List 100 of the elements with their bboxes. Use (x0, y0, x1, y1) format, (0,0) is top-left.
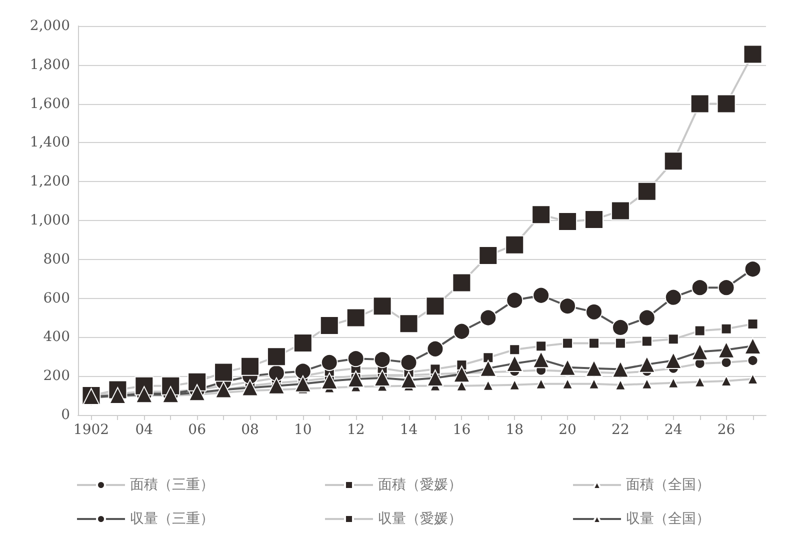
point (372, 296, 392, 316)
point (400, 354, 418, 371)
point (637, 182, 656, 201)
point (240, 356, 260, 376)
point (747, 355, 758, 366)
point (668, 334, 679, 345)
point (478, 246, 498, 266)
y-tick-label: 1,800 (30, 56, 70, 73)
point (614, 338, 626, 349)
legend-label: 面積（三重） (130, 477, 214, 493)
point (718, 279, 735, 296)
y-tick-label: 400 (43, 329, 70, 346)
point (638, 309, 656, 326)
y-tick-label: 1,000 (30, 212, 70, 228)
point (399, 314, 418, 334)
point (162, 386, 180, 404)
x-tick-label: 22 (612, 422, 630, 438)
point (374, 351, 391, 368)
point (716, 94, 736, 114)
point (242, 379, 258, 396)
point (720, 323, 732, 334)
point (452, 273, 472, 292)
x-tick-label: 16 (452, 422, 471, 438)
point (747, 318, 758, 330)
point (638, 356, 656, 373)
point (691, 279, 708, 296)
point (641, 336, 652, 347)
x-tick-label: 04 (135, 422, 154, 438)
y-tick-label: 200 (43, 368, 70, 384)
legend-label: 収量（愛媛） (378, 511, 462, 527)
point (506, 292, 524, 309)
point (426, 370, 444, 387)
legend-label: 面積（愛媛） (378, 477, 462, 493)
x-tick-label: 24 (664, 422, 682, 438)
point (293, 334, 312, 353)
x-tick-label: 26 (717, 422, 736, 438)
point (320, 372, 338, 390)
point (214, 362, 234, 382)
point (532, 286, 550, 304)
point (586, 303, 602, 320)
legend-label: 面積（全国） (626, 477, 710, 493)
point (691, 343, 708, 360)
y-tick-label: 1,200 (30, 174, 70, 190)
y-tick-label: 800 (43, 251, 70, 268)
point (747, 374, 758, 385)
point (744, 260, 762, 278)
x-tick-label: 06 (188, 422, 206, 438)
legend-label: 収量（三重） (130, 511, 214, 527)
point (320, 354, 338, 371)
point (426, 340, 444, 358)
y-tick-label: 1,600 (30, 96, 70, 112)
point (506, 354, 524, 372)
x-tick-label: 18 (506, 422, 524, 438)
x-tick-label: 20 (558, 422, 576, 438)
point (720, 375, 732, 386)
point (536, 340, 547, 352)
point (505, 235, 524, 254)
point (664, 288, 682, 306)
point (374, 370, 391, 387)
point (664, 352, 682, 370)
y-tick-label: 2,000 (30, 18, 70, 34)
x-tick-label: 14 (400, 422, 418, 438)
point (690, 94, 710, 114)
point (480, 309, 497, 326)
x-tick-label: 10 (294, 422, 312, 438)
point (136, 386, 153, 404)
point (743, 44, 762, 64)
point (584, 210, 604, 230)
point (720, 356, 732, 368)
point (109, 387, 126, 404)
point (532, 351, 550, 368)
point (480, 360, 497, 377)
y-tick-label: 0 (61, 407, 70, 423)
point (559, 358, 576, 376)
point (509, 344, 520, 356)
point (612, 318, 629, 336)
point (188, 372, 207, 392)
point (610, 201, 630, 220)
point (694, 376, 706, 388)
point (558, 212, 578, 231)
x-tick-label: 1902 (73, 422, 110, 438)
point (347, 350, 364, 368)
point (320, 316, 339, 336)
point (668, 377, 679, 388)
point (694, 325, 706, 336)
point (532, 205, 551, 224)
point (588, 338, 600, 349)
point (744, 337, 762, 354)
point (426, 296, 445, 316)
point (664, 152, 683, 171)
point (718, 341, 735, 358)
point (453, 366, 470, 383)
point (586, 360, 602, 377)
legend-label: 収量（全国） (626, 511, 710, 527)
point (400, 371, 418, 388)
y-tick-label: 1,400 (30, 134, 70, 151)
point (266, 347, 286, 366)
point (562, 338, 574, 349)
x-tick-label: 12 (346, 422, 365, 438)
y-tick-label: 600 (43, 290, 70, 306)
